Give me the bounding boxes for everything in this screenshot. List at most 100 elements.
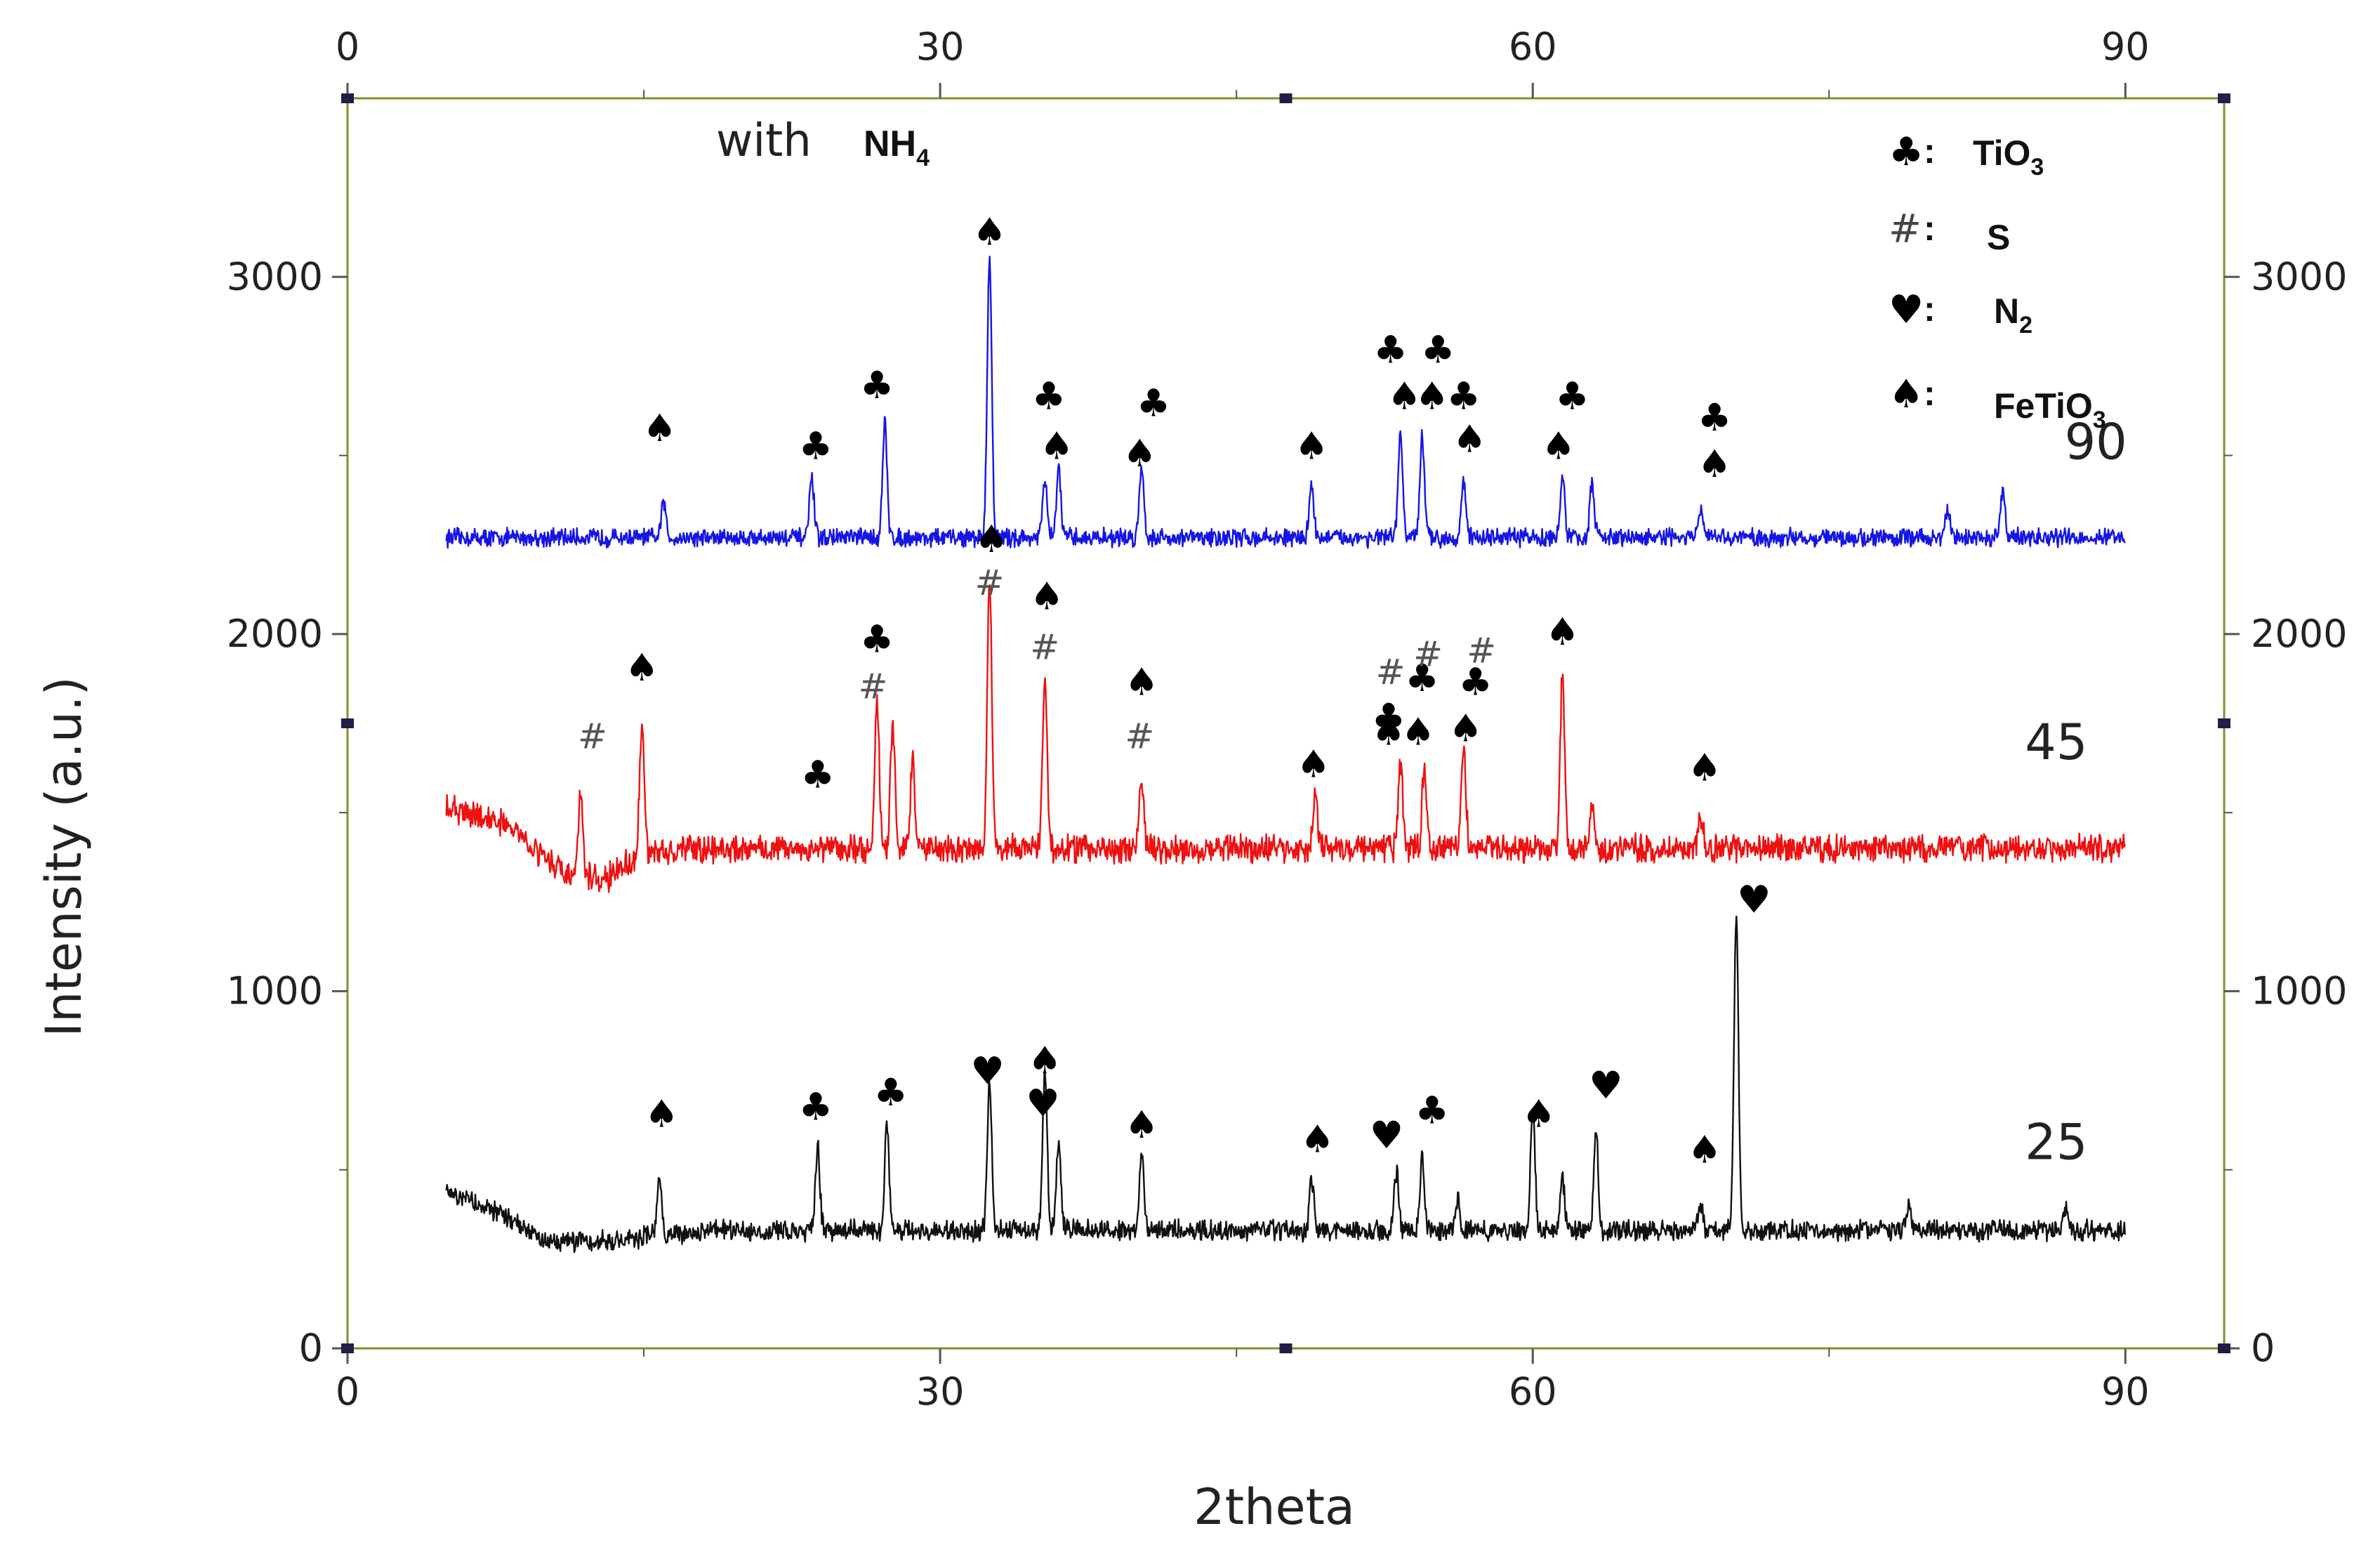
peak-marker-club: ♣ xyxy=(799,424,833,468)
legend-colon: : xyxy=(1924,289,1936,329)
legend-item-club: ♣ : TiO3 xyxy=(1889,129,2044,180)
peak-marker-hash: # xyxy=(858,666,887,706)
peak-marker-club: ♣ xyxy=(1137,381,1170,426)
peak-marker-hash: # xyxy=(1413,634,1443,675)
peak-marker-heart: ♥ xyxy=(1589,1063,1622,1107)
peak-marker-club: ♣ xyxy=(1373,327,1407,372)
peak-marker-club: ♣ xyxy=(860,617,894,661)
legend-label-hash: S xyxy=(1987,218,2010,257)
peak-markers: ♠ ♣♣♠♣♠ ♠♣♠♣ ♣♠♠♣♠ ♠♣ ♣♠♠♠♣♠ ♠♣ ♠♣♣ ♣♠♠ ♠♠♠♠ ♣ ♣ ♥ ♠♥… xyxy=(625,210,1771,1172)
legend-label-heart: N2 xyxy=(1994,291,2032,338)
frame-handle xyxy=(341,718,354,728)
y-tick-label-left: 2000 xyxy=(227,612,323,656)
note-species-sub: 4 xyxy=(916,145,930,171)
peak-marker-spade: ♠ xyxy=(642,406,676,450)
x-tick-label-top: 90 xyxy=(2101,25,2150,69)
peak-marker-hash: # xyxy=(1467,631,1496,671)
peak-marker-spade: ♠ xyxy=(1698,442,1731,486)
peak-marker-hash: # xyxy=(974,563,1004,603)
series-line-25 xyxy=(445,915,2126,1254)
peak-marker-club: ♣ xyxy=(1458,659,1492,704)
peak-marker-club: ♣ xyxy=(1698,395,1731,440)
peak-marker-spade: ♠ xyxy=(644,1092,678,1136)
peak-hash-markers: ###### # # xyxy=(578,563,1496,757)
peak-marker-club: ♣ xyxy=(1415,1089,1449,1133)
legend-item-spade: ♠ : FeTiO3 xyxy=(1889,372,2106,433)
y-tick-label-right: 3000 xyxy=(2251,254,2347,298)
peak-marker-club: ♣ xyxy=(800,753,834,797)
frame-handle xyxy=(341,1343,354,1353)
peak-marker-spade: ♠ xyxy=(1545,610,1579,654)
x-tick-label-top: 0 xyxy=(336,25,359,69)
annotation-note: with NH4 xyxy=(716,115,930,171)
peak-marker-spade: ♠ xyxy=(1123,431,1156,475)
peak-marker-club: ♣ xyxy=(1447,374,1481,418)
y-axis-title: Intensity (a.u.) xyxy=(35,676,93,1037)
peak-marker-hash: # xyxy=(1125,716,1154,757)
x-tick-label-bottom: 30 xyxy=(916,1369,965,1414)
peak-marker-spade: ♠ xyxy=(1542,424,1575,468)
legend-label-spade-sub: 3 xyxy=(2093,407,2106,433)
peak-marker-spade: ♠ xyxy=(1415,374,1449,418)
y-tick-label-left: 0 xyxy=(299,1326,323,1370)
legend-item-heart: ♥ : N2 xyxy=(1889,287,2032,338)
peak-marker-club: ♣ xyxy=(1555,374,1589,418)
peak-marker-club: ♣ xyxy=(1421,327,1455,372)
peak-marker-spade: ♠ xyxy=(1401,710,1435,754)
peak-marker-club: ♣ xyxy=(1405,656,1439,700)
peak-marker-hash: # xyxy=(1030,626,1059,667)
legend-label-heart-sub: 2 xyxy=(2019,312,2032,338)
legend-colon: : xyxy=(1924,374,1936,413)
x-axis-title: 2theta xyxy=(1194,1478,1355,1536)
hash-icon: # xyxy=(1889,206,1922,252)
peak-marker-spade: ♠ xyxy=(1453,416,1486,461)
spade-icon: ♠ xyxy=(1889,372,1924,417)
x-tick-label-bottom: 60 xyxy=(1509,1369,1557,1414)
peak-marker-hash: # xyxy=(1376,652,1406,692)
legend-label-club: TiO3 xyxy=(1973,133,2044,180)
series-line-45 xyxy=(445,584,2126,893)
frame-handle xyxy=(2218,1343,2230,1353)
y-tick-label-right: 0 xyxy=(2251,1326,2275,1370)
series-line-90 xyxy=(445,256,2126,549)
series-labels: 90 45 25 xyxy=(2025,414,2127,1171)
legend-colon: : xyxy=(1924,209,1936,248)
series-label-90: 90 xyxy=(2065,414,2127,471)
x-tick-label-bottom: 0 xyxy=(336,1369,359,1414)
peak-marker-spade: ♠ xyxy=(1688,1128,1721,1172)
peak-marker-spade: ♠ xyxy=(1030,574,1064,618)
x-tick-label-bottom: 90 xyxy=(2101,1369,2150,1414)
peak-marker-spade: ♠ xyxy=(1372,710,1406,754)
peak-marker-spade: ♠ xyxy=(1448,706,1482,750)
peak-marker-club: ♣ xyxy=(1372,695,1406,739)
axis-ticks xyxy=(332,83,2240,1364)
peak-marker-spade: ♠ xyxy=(1521,1092,1555,1136)
legend-colon: : xyxy=(1924,131,1936,171)
legend-label-heart-main: N xyxy=(1994,291,2019,331)
peak-marker-spade: ♠ xyxy=(1688,745,1721,789)
peak-marker-spade: ♠ xyxy=(1300,1117,1334,1161)
peak-marker-heart: ♥ xyxy=(1737,878,1771,922)
peak-marker-spade: ♠ xyxy=(1297,742,1330,786)
note-species-main: NH xyxy=(864,124,916,164)
peak-marker-spade: ♠ xyxy=(974,517,1008,561)
peak-marker-club: ♣ xyxy=(799,1085,833,1129)
peak-marker-spade: ♠ xyxy=(1125,1103,1158,1147)
peak-marker-heart: ♥ xyxy=(1370,1113,1403,1157)
peak-marker-spade: ♠ xyxy=(1028,1038,1062,1082)
series-layer xyxy=(445,256,2126,1254)
peak-marker-spade: ♠ xyxy=(972,210,1006,254)
peak-marker-heart: ♥ xyxy=(970,1049,1004,1093)
peak-marker-club: ♣ xyxy=(874,1070,908,1115)
note-text: with xyxy=(716,115,812,167)
y-tick-label-right: 1000 xyxy=(2251,968,2347,1013)
frame-handle xyxy=(2218,718,2230,728)
peak-marker-spade: ♠ xyxy=(1125,659,1158,704)
frame-handle xyxy=(341,93,354,103)
peak-marker-club: ♣ xyxy=(1032,374,1066,418)
peak-marker-spade: ♠ xyxy=(1387,374,1421,418)
x-tick-label-top: 30 xyxy=(916,25,965,69)
